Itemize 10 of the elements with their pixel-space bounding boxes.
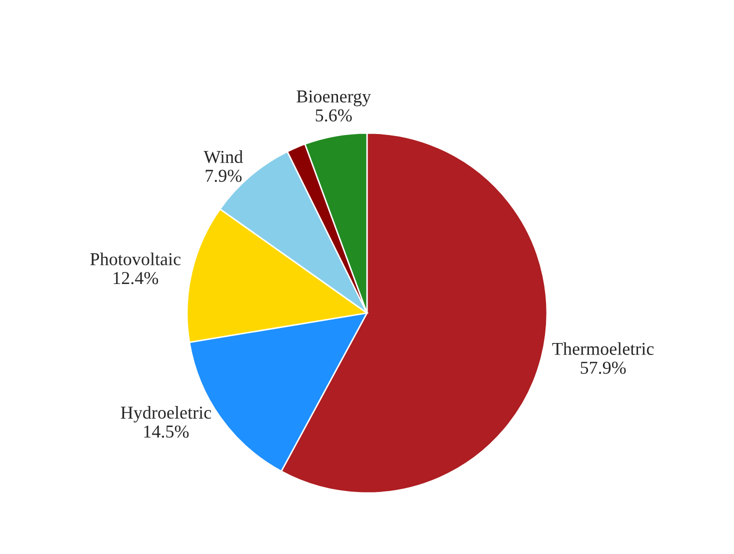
slice-label: Wind (204, 150, 243, 164)
slice-label: Hydroeletric (120, 406, 212, 422)
data-label: 14.5% (144, 425, 189, 438)
data-label: 7.9% (206, 170, 242, 182)
slice-label: Thermoeletric (552, 342, 654, 355)
data-label: 57.9% (580, 362, 626, 374)
data-label: 5.6% (316, 109, 352, 122)
slice-label: Photovoltaic (90, 252, 181, 266)
slice-label: Bioenergy (296, 90, 371, 106)
data-label: 12.4% (114, 272, 158, 284)
